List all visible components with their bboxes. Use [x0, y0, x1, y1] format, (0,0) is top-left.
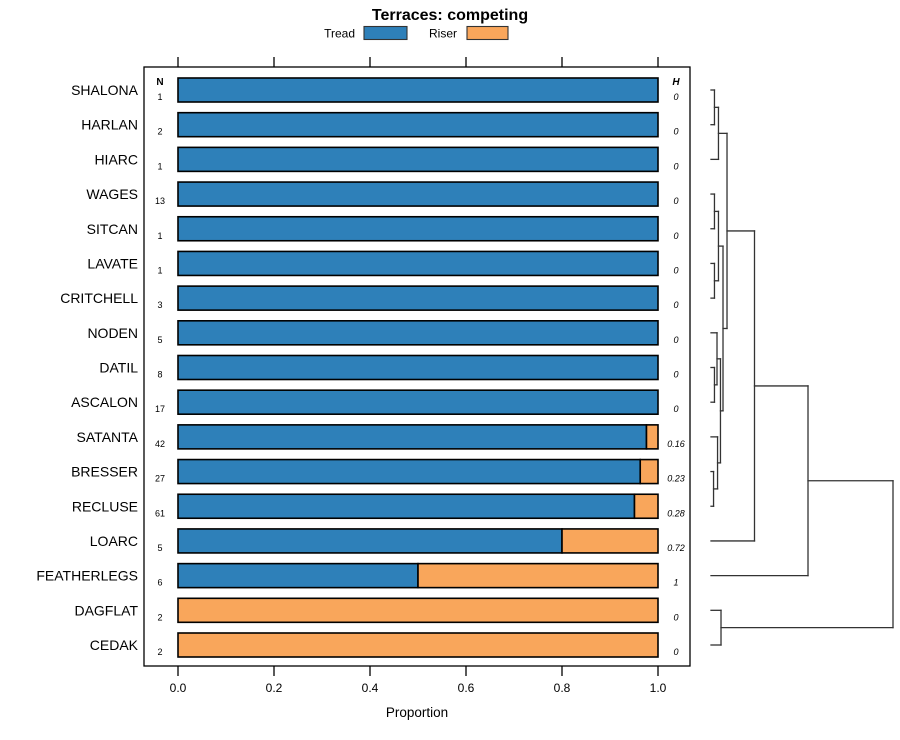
n-value: 42	[155, 439, 165, 449]
bar-segment-tread	[177, 181, 659, 207]
n-value: 6	[157, 578, 162, 588]
h-column-header: H	[672, 77, 680, 88]
h-value: 0	[673, 404, 678, 414]
chart-title: Terraces: competing	[372, 7, 528, 24]
n-value: 2	[157, 612, 162, 622]
h-value: 0	[673, 231, 678, 241]
bar-segment-tread	[177, 146, 659, 173]
h-value: 0	[673, 127, 678, 137]
h-value: 0.16	[667, 439, 685, 449]
n-value: 8	[157, 370, 162, 380]
n-value: 27	[155, 474, 165, 484]
plot-content: 0.0 0.2 0.4 0.6 0.8 1.0 SHALONA 1 0 HARLAN 2 0 HIARC…	[36, 57, 894, 695]
n-value: 17	[155, 404, 165, 414]
legend-label-riser: Riser	[429, 27, 457, 41]
axis-tick-label: 0.8	[554, 681, 571, 695]
category-label: WAGES	[86, 186, 138, 202]
category-label: HIARC	[94, 151, 138, 167]
category-label: CEDAK	[90, 637, 139, 653]
axis-tick-label: 0.0	[170, 681, 187, 695]
category-label: DAGFLAT	[74, 602, 138, 618]
bar-segment-riser	[177, 597, 659, 624]
bar-segment-tread	[177, 528, 563, 554]
bar-segment-tread	[177, 562, 419, 589]
category-label: LOARC	[90, 533, 138, 549]
n-value: 1	[157, 231, 162, 241]
h-value: 0.72	[667, 543, 685, 553]
h-value: 0	[673, 300, 678, 310]
axis-tick-label: 1.0	[650, 681, 667, 695]
category-label: CRITCHELL	[60, 290, 138, 306]
bar-segment-tread	[177, 493, 636, 520]
category-label: RECLUSE	[72, 498, 138, 514]
bar-segment-riser	[417, 562, 659, 589]
bar-segment-tread	[177, 458, 642, 485]
category-label: LAVATE	[87, 255, 138, 271]
bar-segment-riser	[639, 458, 659, 485]
h-value: 0	[673, 612, 678, 622]
h-value: 0	[673, 370, 678, 380]
n-value: 1	[157, 92, 162, 102]
bar-segment-tread	[177, 250, 659, 277]
bar-segment-riser	[177, 632, 659, 658]
axis-tick-label: 0.2	[266, 681, 283, 695]
bar-segment-tread	[177, 389, 659, 415]
category-label: FEATHERLEGS	[36, 568, 138, 584]
bar-segment-tread	[177, 320, 659, 346]
n-value: 61	[155, 508, 165, 518]
n-value: 1	[157, 265, 162, 275]
n-value: 3	[157, 300, 162, 310]
h-value: 0.28	[667, 508, 685, 518]
h-value: 0.23	[667, 474, 685, 484]
category-label: DATIL	[99, 360, 138, 376]
n-value: 2	[157, 647, 162, 657]
bar-segment-tread	[177, 111, 659, 138]
legend-label-tread: Tread	[324, 27, 355, 41]
legend: Tread Riser	[324, 25, 509, 41]
bar-segment-riser	[645, 424, 659, 450]
bar-segment-tread	[177, 215, 659, 242]
category-label: ASCALON	[71, 394, 138, 410]
n-value: 5	[157, 335, 162, 345]
bar-segment-riser	[633, 493, 659, 520]
n-value: 2	[157, 127, 162, 137]
n-value: 13	[155, 196, 165, 206]
category-label: HARLAN	[81, 117, 138, 133]
h-value: 0	[673, 335, 678, 345]
category-label: SITCAN	[87, 221, 138, 237]
category-label: BRESSER	[71, 464, 138, 480]
n-value: 5	[157, 543, 162, 553]
category-label: NODEN	[87, 325, 138, 341]
category-label: SATANTA	[77, 429, 139, 445]
axis-tick-label: 0.6	[458, 681, 475, 695]
h-value: 0	[673, 647, 678, 657]
axis-tick-label: 0.4	[362, 681, 379, 695]
h-value: 0	[673, 161, 678, 171]
h-value: 0	[673, 92, 678, 102]
bar-segment-tread	[177, 285, 659, 311]
legend-swatch-riser	[466, 25, 509, 41]
n-column-header: N	[156, 77, 163, 88]
category-label: SHALONA	[71, 82, 139, 98]
bar-segment-tread	[177, 424, 648, 450]
h-value: 1	[673, 578, 678, 588]
bar-segment-tread	[177, 354, 659, 381]
h-value: 0	[673, 196, 678, 206]
bar-segment-riser	[561, 528, 659, 554]
x-axis-title: Proportion	[386, 705, 448, 720]
n-value: 1	[157, 161, 162, 171]
legend-swatch-tread	[363, 25, 408, 41]
bar-segment-tread	[177, 77, 659, 103]
h-value: 0	[673, 265, 678, 275]
